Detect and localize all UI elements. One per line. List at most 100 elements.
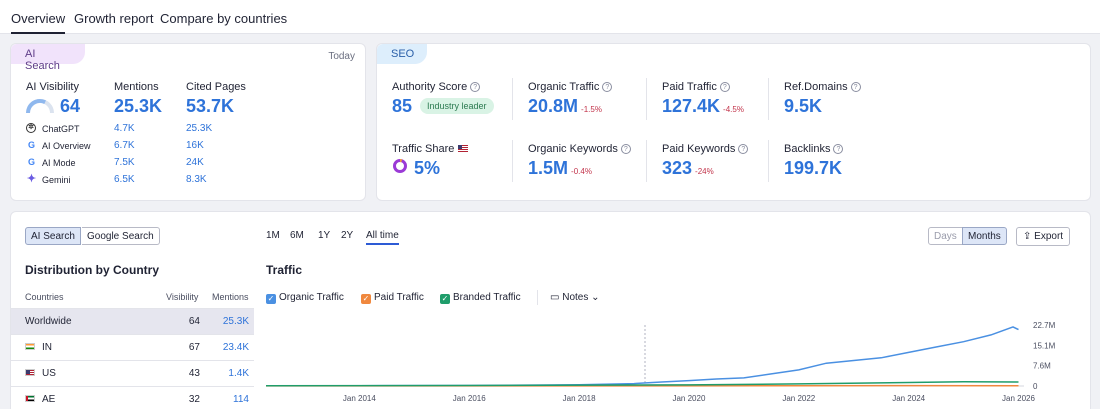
industry-leader-badge: Industry leader xyxy=(420,98,494,114)
col-mentions: Mentions xyxy=(212,292,249,302)
help-icon[interactable]: ? xyxy=(833,144,844,154)
organic-traffic-delta: -1.5% xyxy=(581,105,602,114)
source-cited[interactable]: 16K xyxy=(186,140,204,151)
distribution-title: Distribution by Country xyxy=(25,263,159,277)
country-visibility: 67 xyxy=(188,342,200,353)
source-cited[interactable]: 8.3K xyxy=(186,174,207,185)
paid-keywords-delta: -24% xyxy=(695,167,714,176)
help-icon[interactable]: ? xyxy=(602,82,613,92)
paid-traffic-delta: -4.5% xyxy=(723,105,744,114)
help-icon[interactable]: ? xyxy=(470,82,481,92)
help-icon[interactable]: ? xyxy=(850,82,861,92)
divider xyxy=(646,78,647,120)
backlinks-value[interactable]: 199.7K xyxy=(784,158,843,178)
divider xyxy=(646,140,647,182)
source-cited[interactable]: 25.3K xyxy=(186,123,213,134)
organic-keywords-label: Organic Keywords? xyxy=(528,143,631,155)
tab-growth-report[interactable]: Growth report xyxy=(74,11,154,26)
mentions-value[interactable]: 25.3K xyxy=(114,96,163,116)
cited-pages-value[interactable]: 53.7K xyxy=(186,96,235,116)
authority-score-value: 85 xyxy=(392,96,413,116)
organic-traffic-value[interactable]: 20.8M -1.5% xyxy=(528,96,602,116)
traffic-title: Traffic xyxy=(266,263,303,277)
country-visibility: 64 xyxy=(188,316,200,327)
x-tick-label: Jan 2014 xyxy=(343,394,376,403)
chevron-down-icon: ⌄ xyxy=(588,292,600,303)
seo-pill: SEO xyxy=(377,44,427,64)
months-toggle[interactable]: Months xyxy=(962,227,1007,245)
help-icon[interactable]: ? xyxy=(620,144,631,154)
country-mentions[interactable]: 25.3K xyxy=(222,316,249,327)
series-line-branded-traffic xyxy=(266,380,1019,387)
notes-icon: ▭ xyxy=(550,292,563,303)
mentions-label: Mentions xyxy=(114,81,159,93)
country-mentions[interactable]: 1.4K xyxy=(228,368,249,379)
ref-domains-value[interactable]: 9.5K xyxy=(784,96,823,116)
range-6m[interactable]: 6M xyxy=(290,230,304,241)
tab-overview[interactable]: Overview xyxy=(11,11,66,34)
chatgpt-icon: ✲ xyxy=(26,123,36,133)
tab-compare-by-countries[interactable]: Compare by countries xyxy=(160,11,288,26)
help-icon[interactable]: ? xyxy=(738,144,749,154)
gemini-icon: ✦ xyxy=(26,173,37,185)
paid-keywords-label: Paid Keywords? xyxy=(662,143,749,155)
export-button[interactable]: ⇪ Export xyxy=(1016,227,1071,246)
ai-search-toggle[interactable]: AI Search xyxy=(25,227,81,245)
divider xyxy=(768,140,769,182)
country-name: AE xyxy=(42,394,56,405)
x-tick-label: Jan 2026 xyxy=(1002,394,1035,403)
ai-visibility-label: AI Visibility xyxy=(26,81,79,93)
paid-traffic-label: Paid Traffic? xyxy=(662,81,730,93)
range-1m[interactable]: 1M xyxy=(266,230,280,241)
source-mentions[interactable]: 4.7K xyxy=(114,123,135,134)
ai-search-card: AI Search Today AI Visibility 64 Mention… xyxy=(10,43,366,201)
divider xyxy=(768,78,769,120)
country-name: IN xyxy=(42,342,52,353)
google-icon: G xyxy=(27,157,35,167)
range-2y[interactable]: 2Y xyxy=(341,230,354,241)
paid-keywords-value[interactable]: 323 -24% xyxy=(662,158,714,178)
checkbox-icon: ✓ xyxy=(266,294,276,304)
range-1y[interactable]: 1Y xyxy=(318,230,331,241)
legend-branded-traffic[interactable]: ✓ Branded Traffic xyxy=(440,292,521,304)
days-toggle[interactable]: Days xyxy=(928,227,963,245)
source-mentions[interactable]: 7.5K xyxy=(114,157,135,168)
source-mentions[interactable]: 6.5K xyxy=(114,174,135,185)
visibility-gauge-icon xyxy=(26,99,54,114)
paid-traffic-value[interactable]: 127.4K -4.5% xyxy=(662,96,744,116)
ai-search-pill: AI Search xyxy=(11,44,85,72)
organic-traffic-label: Organic Traffic? xyxy=(528,81,613,93)
notes-dropdown[interactable]: ▭ Notes ⌄ xyxy=(550,292,600,303)
country-mentions[interactable]: 23.4K xyxy=(222,342,249,353)
cited-pages-label: Cited Pages xyxy=(186,81,246,93)
us-flag-icon xyxy=(25,369,35,376)
x-tick-label: Jan 2024 xyxy=(892,394,925,403)
legend-paid-traffic[interactable]: ✓ Paid Traffic xyxy=(361,292,424,304)
backlinks-label: Backlinks? xyxy=(784,143,844,155)
y-tick-label: 15.1M xyxy=(1033,341,1056,350)
checkbox-icon: ✓ xyxy=(361,294,371,304)
source-cited[interactable]: 24K xyxy=(186,157,204,168)
source-mentions[interactable]: 6.7K xyxy=(114,140,135,151)
google-search-toggle[interactable]: Google Search xyxy=(82,227,160,245)
traffic-share-donut-icon xyxy=(393,159,407,173)
table-row[interactable]: Worldwide 64 25.3K xyxy=(11,308,254,334)
range-all-time[interactable]: All time xyxy=(366,230,399,245)
traffic-share-value: 5% xyxy=(414,158,441,178)
x-tick-label: Jan 2020 xyxy=(672,394,705,403)
date-label: Today xyxy=(328,51,355,62)
table-row[interactable]: AE 32 114 xyxy=(11,386,254,409)
seo-card: SEO Authority Score? 85 Industry leader … xyxy=(376,43,1091,201)
country-mentions[interactable]: 114 xyxy=(233,394,249,405)
divider xyxy=(512,140,513,182)
organic-keywords-value[interactable]: 1.5M -0.4% xyxy=(528,158,592,178)
y-tick-label: 7.6M xyxy=(1033,362,1051,371)
table-row[interactable]: IN 67 23.4K xyxy=(11,334,254,360)
table-row[interactable]: US 43 1.4K xyxy=(11,360,254,386)
x-tick-label: Jan 2022 xyxy=(782,394,815,403)
source-label: AI Mode xyxy=(42,158,76,168)
source-label: AI Overview xyxy=(42,141,91,151)
help-icon[interactable]: ? xyxy=(719,82,730,92)
export-icon: ⇪ xyxy=(1023,231,1035,242)
legend-organic-traffic[interactable]: ✓ Organic Traffic xyxy=(266,292,344,304)
